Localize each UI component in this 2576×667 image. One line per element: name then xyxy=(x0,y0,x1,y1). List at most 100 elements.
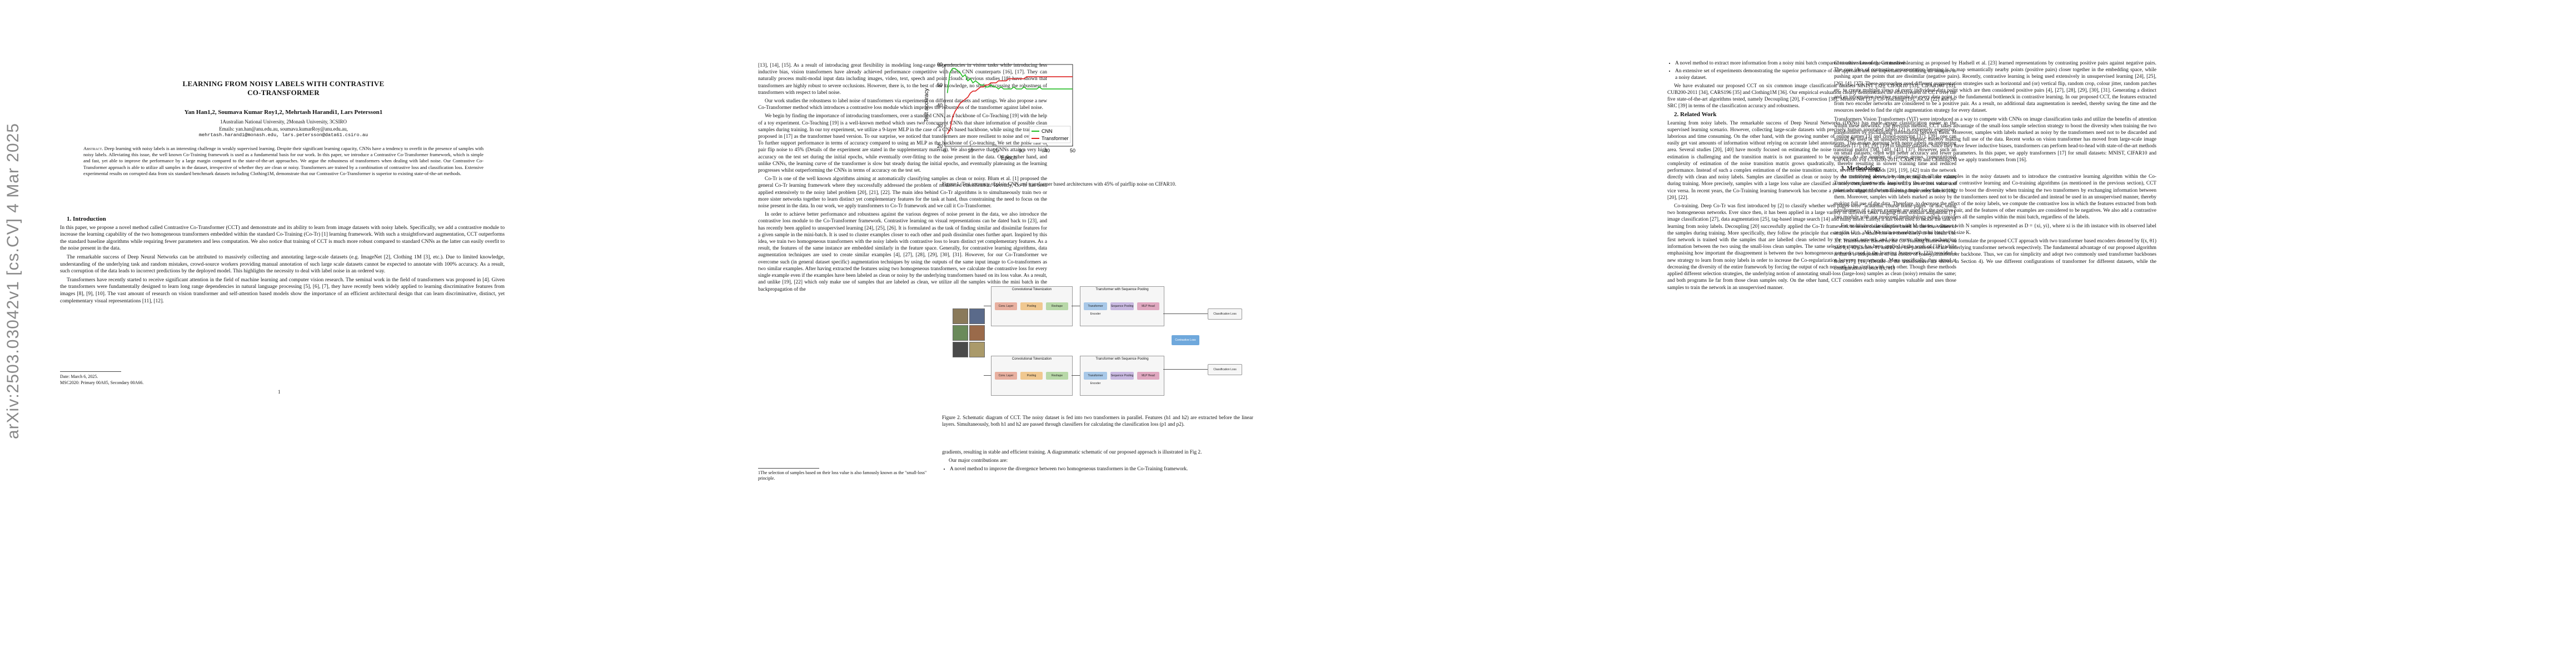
arrow xyxy=(1072,375,1080,376)
sample-image xyxy=(953,325,968,341)
abstract-text: Deep learning with noisy labels is an in… xyxy=(83,146,484,176)
mlp-head-block: MLP Head xyxy=(1137,302,1159,310)
figure-2-diagram: Convolutional Tokenization Conv. Layer P… xyxy=(949,281,1249,409)
panel-title: Transformer with Sequence Pooling xyxy=(1095,288,1149,291)
footnote-msc: MSC2020: Primary 00A05, Secondary 00A66. xyxy=(60,380,144,385)
series-line-cnn xyxy=(946,68,1073,93)
panel-title: Convolutional Tokenization xyxy=(1012,357,1052,361)
page3-left-column: A novel method to extract more informati… xyxy=(1667,60,1956,293)
sample-image xyxy=(969,342,985,357)
y-tick-label: 30 xyxy=(937,123,943,128)
title-line-1: LEARNING FROM NOISY LABELS WITH CONTRAST… xyxy=(182,79,385,88)
p2-right-paragraph-1: gradients, resulting in stable and effic… xyxy=(942,450,1202,455)
conv-layer-block: Conv. Layer xyxy=(995,372,1017,380)
paper-title: LEARNING FROM NOISY LABELS WITH CONTRAST… xyxy=(78,79,489,97)
chart-axes: 0 10 20 30 40 50 20 30 40 50 60 Epoch Test accuracy xyxy=(924,62,1075,161)
reshape-block: Reshape xyxy=(1046,372,1068,380)
affiliation: 1Australian National University, 2Monash… xyxy=(220,119,347,125)
page-3: A novel method to extract more informati… xyxy=(1645,0,2576,667)
footnote-rule xyxy=(758,468,819,469)
pooling-block: Pooling xyxy=(1020,372,1043,380)
contribution-item: An extensive set of experiments demonstr… xyxy=(1675,68,1956,81)
sequence-pooling-block: Sequence Pooling xyxy=(1110,302,1134,310)
encoder-block: Transformer Encoder xyxy=(1084,302,1107,316)
intro-paragraph-3: Transformers have recently started to re… xyxy=(60,276,505,304)
encoder-block: Transformer Encoder xyxy=(1084,372,1107,385)
p3-right-paragraph-3: As mentioned above, we aim to utilize al… xyxy=(1834,174,2156,221)
transformer-panel-bottom: Transformer with Sequence Pooling Transf… xyxy=(1080,356,1164,396)
p3-right-paragraph-5: 3.1. Transformer. Based on the Co-Traini… xyxy=(1834,238,2156,271)
arrow xyxy=(1163,369,1208,370)
intro-column: 1. Introduction In this paper, we propos… xyxy=(60,216,505,306)
x-tick-label: 50 xyxy=(1070,148,1075,153)
footnote-rule xyxy=(60,371,121,372)
arrow xyxy=(1163,313,1208,314)
tokenization-panel-bottom: Convolutional Tokenization Conv. Layer P… xyxy=(991,356,1073,396)
x-tick-label: 20 xyxy=(993,148,999,153)
page-number: 1 xyxy=(278,389,281,395)
x-tick-label: 40 xyxy=(1044,148,1050,153)
contributions-list-cont: A novel method to extract more informati… xyxy=(1667,60,1956,82)
classification-loss-block-bottom: Classification Loss xyxy=(1208,364,1242,375)
y-tick-label: 50 xyxy=(937,82,943,88)
figure-2-caption: Figure 2. Schematic diagram of CCT. The … xyxy=(942,415,1253,427)
page3-right-text: Contrastive Learning. Contrastive learni… xyxy=(1834,60,2156,273)
y-tick-label: 20 xyxy=(937,143,943,149)
p3-right-paragraph-2: Transformers Vision Transformers (ViT) w… xyxy=(1834,116,2156,163)
p3-paragraph-1: We have evaluated our proposed CCT on si… xyxy=(1667,83,1956,109)
legend-box xyxy=(1029,126,1071,143)
intro-paragraph-1: In this paper, we propose a novel method… xyxy=(60,224,505,252)
contribution-item: A novel method to improve the divergence… xyxy=(950,466,1253,472)
section-heading-related-work: 2. Related Work xyxy=(1674,111,1717,118)
intro-paragraph-2: The remarkable success of Deep Neural Ne… xyxy=(60,253,505,275)
p2-paragraph-1: [13], [14], [15]. As a result of introdu… xyxy=(758,63,1047,96)
contrastive-loss-block: Contrastive Loss xyxy=(1172,335,1199,345)
classification-loss-block-top: Classification Loss xyxy=(1208,308,1242,320)
arxiv-stamp: arXiv:2503.03042v1 [cs.CV] 4 Mar 2025 xyxy=(2,123,24,439)
chart-legend: CNN Transformer xyxy=(1029,126,1071,143)
section-heading-methodology: 3. Methodology xyxy=(1841,165,1881,172)
legend-label: Transformer xyxy=(1042,136,1069,141)
sample-image xyxy=(953,308,968,324)
conv-layer-block: Conv. Layer xyxy=(995,302,1017,310)
arxiv-identifier: arXiv:2503.03042v1 [cs.CV] 4 Mar 2025 xyxy=(4,123,22,439)
page-1: arXiv:2503.03042v1 [cs.CV] 4 Mar 2025 LE… xyxy=(0,0,578,667)
reshape-block: Reshape xyxy=(1046,302,1068,310)
p2-paragraph-4: Co-Tr is one of the well known algorithm… xyxy=(758,176,1047,210)
figure-1-caption: Figure 1. Test accuracy of plain CNN and… xyxy=(942,181,1177,187)
sample-image xyxy=(969,308,985,324)
title-line-2: CO-TRANSFORMER xyxy=(247,88,320,97)
page2-right-column: gradients, resulting in stable and effic… xyxy=(942,449,1253,474)
x-tick-label: 30 xyxy=(1019,148,1024,153)
series-line-transformer xyxy=(946,76,1073,135)
p2-right-paragraph-2: Our major contributions are: xyxy=(949,458,1008,464)
sequence-pooling-block: Sequence Pooling xyxy=(1110,372,1134,380)
p3-paragraph-3: Co-training. Deep Co-Tr was first introd… xyxy=(1667,203,1956,291)
p3-right-paragraph-4: For multi-class classification with M cl… xyxy=(1834,223,2156,236)
emails-line-2: mehrtash.harandi@monash.edu, lars.peters… xyxy=(198,132,368,138)
p3-right-paragraph-1: Contrastive Learning. Contrastive learni… xyxy=(1834,61,2156,114)
arrow xyxy=(984,375,991,376)
legend-label: CNN xyxy=(1042,128,1053,134)
p2-paragraph-2: Our work studies the robustness to label… xyxy=(758,98,1047,111)
emails-line-1: Emails: yan.han@anu.edu.au, soumava.kuma… xyxy=(219,126,348,132)
mlp-head-block: MLP Head xyxy=(1137,372,1159,380)
chart-series xyxy=(946,68,1073,135)
x-tick-label: 0 xyxy=(943,148,946,153)
y-tick-label: 40 xyxy=(937,103,943,108)
page-2: [13], [14], [15]. As a result of introdu… xyxy=(578,0,1645,667)
author-list: Yan Han1,2, Soumava Kumar Roy1,2, Mehrta… xyxy=(184,109,383,116)
tokenization-panel-top: Convolutional Tokenization Conv. Layer P… xyxy=(991,286,1073,326)
sample-image xyxy=(953,342,968,357)
panel-title: Transformer with Sequence Pooling xyxy=(1095,357,1149,361)
abstract: Abstract. Deep learning with noisy label… xyxy=(83,146,484,177)
contributions-list: A novel method to improve the divergence… xyxy=(942,466,1253,472)
transformer-panel-top: Transformer with Sequence Pooling Transf… xyxy=(1080,286,1164,326)
x-tick-label: 10 xyxy=(968,148,973,153)
abstract-label: Abstract. xyxy=(83,146,103,151)
footnote-date: Date: March 6, 2025. xyxy=(60,374,98,379)
page2-left-column: [13], [14], [15]. As a result of introdu… xyxy=(758,62,1047,295)
section-heading-introduction: 1. Introduction xyxy=(67,216,106,222)
p3-paragraph-2: Learning from noisy labels. The remarkab… xyxy=(1667,120,1956,201)
